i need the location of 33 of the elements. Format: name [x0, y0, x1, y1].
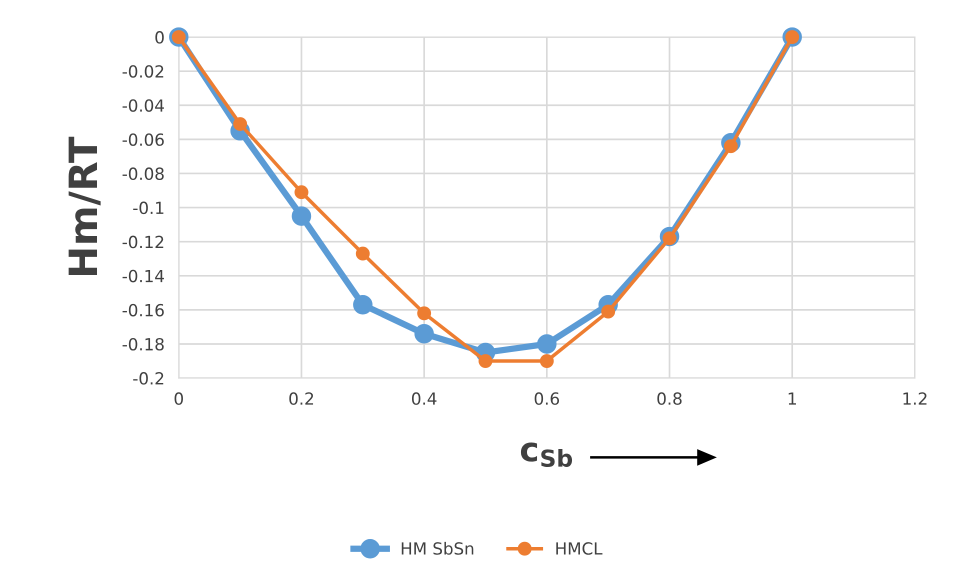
legend-label: HM SbSn	[402, 542, 474, 555]
y-tick-label: -0.18	[122, 338, 164, 351]
point	[292, 206, 312, 226]
x-tick-label: 0	[174, 392, 183, 405]
y-axis-title: Hm/RT	[68, 136, 101, 275]
y-tick-label: -0.08	[122, 167, 164, 180]
x-tick-label: 0.8	[657, 392, 682, 405]
y-tick-label: 0	[155, 31, 164, 44]
point	[294, 185, 308, 200]
point	[353, 295, 373, 314]
point	[478, 354, 492, 368]
y-tick-label: -0.02	[122, 65, 164, 78]
x-axis-title: c$_{Sb}$	[520, 442, 572, 468]
y-tick-label: -0.12	[122, 236, 164, 248]
y-tick-label: -0.16	[122, 304, 164, 316]
point	[601, 304, 616, 319]
x-tick-label: 0.4	[412, 392, 436, 405]
point	[233, 117, 248, 131]
point	[537, 334, 557, 354]
x-tick-label: 0.6	[534, 392, 560, 405]
y-tick-label: -0.2	[133, 372, 164, 385]
y-tick-label: -0.06	[122, 133, 164, 146]
legend-label: HMCL	[556, 542, 602, 555]
x-tick-label: 0.2	[289, 392, 314, 405]
point	[356, 246, 370, 261]
x-tick-label: 1.2	[903, 392, 926, 405]
point	[414, 324, 434, 344]
x-tick-label: 1	[788, 392, 796, 405]
y-tick-label: -0.1	[133, 202, 164, 214]
y-tick-label: -0.04	[122, 99, 164, 112]
point	[417, 306, 432, 320]
point	[540, 354, 554, 368]
y-tick-label: -0.14	[122, 270, 164, 282]
